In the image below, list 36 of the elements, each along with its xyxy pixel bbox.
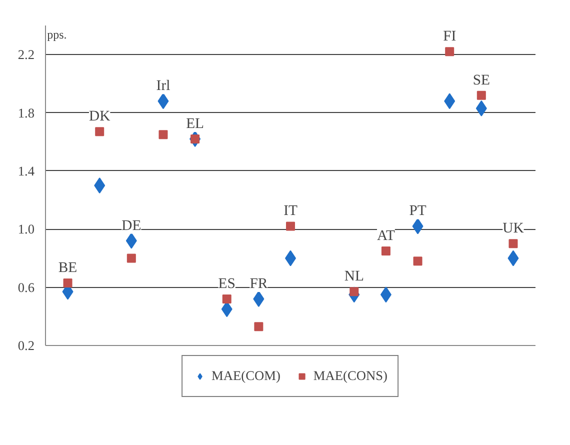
x-tick-label: BE [58, 260, 78, 276]
y-tick-label: 2.2 [18, 47, 35, 62]
x-tick-label: FR [250, 276, 268, 292]
x-tick-label: SE [472, 72, 490, 88]
x-tick-label: AT [377, 228, 395, 244]
x-tick-label: EL [186, 116, 204, 132]
x-tick-label: DK [89, 108, 111, 125]
point [476, 90, 486, 100]
x-tick-label: Irl [156, 78, 170, 94]
x-tick-label: UK [502, 220, 524, 237]
point [222, 294, 232, 304]
point [158, 130, 168, 140]
point [95, 127, 104, 136]
point [286, 222, 295, 231]
point [381, 246, 390, 256]
x-tick-label: PT [409, 203, 426, 220]
x-tick-label: NL [344, 268, 364, 285]
x-tick-label: IT [284, 203, 298, 220]
y-axis-title: pps. [47, 28, 67, 42]
point [445, 47, 454, 56]
point [413, 256, 422, 266]
point [254, 322, 264, 332]
y-tick-label: 1.0 [18, 222, 35, 237]
x-tick-label: ES [218, 276, 236, 292]
x-tick-label: DE [122, 218, 142, 234]
legend-label: MAE(CONS) [313, 368, 388, 384]
point [508, 239, 518, 248]
point [63, 278, 72, 288]
legend-label: MAE(COM) [212, 368, 280, 384]
point [126, 254, 136, 263]
y-tick-label: 1.4 [18, 163, 35, 178]
y-tick-label: 0.2 [18, 338, 35, 353]
y-tick-label: 1.8 [18, 105, 35, 120]
x-tick-label: FI [443, 28, 456, 45]
y-tick-label: 0.6 [18, 280, 35, 295]
point [94, 178, 106, 194]
